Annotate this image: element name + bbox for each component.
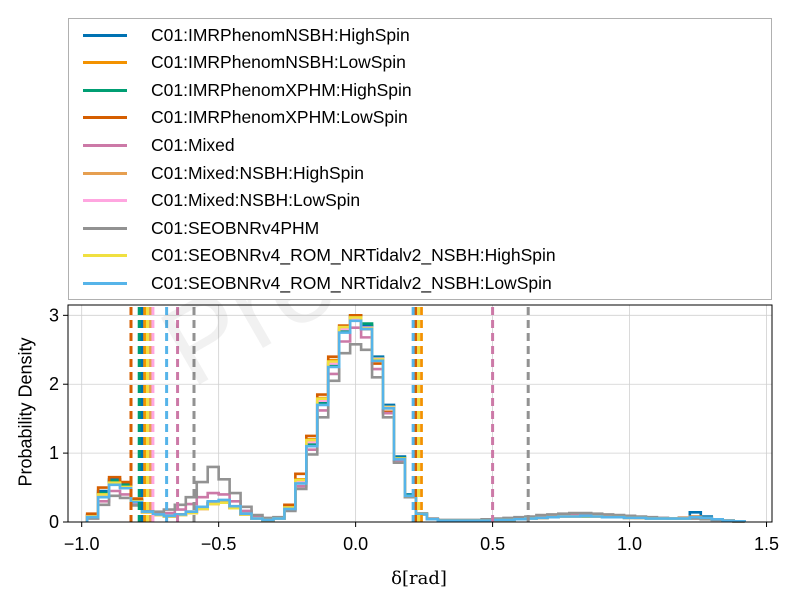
legend-swatch — [83, 226, 127, 230]
legend-swatch — [83, 88, 127, 92]
y-axis-label: Probability Density — [15, 337, 36, 487]
legend-swatch — [83, 143, 127, 147]
legend: C01:IMRPhenomNSBH:HighSpin C01:IMRPhenomN… — [68, 18, 772, 300]
axes-frame — [67, 304, 773, 523]
legend-entry-1: C01:IMRPhenomNSBH:HighSpin — [83, 21, 410, 49]
legend-entry-6: C01:Mixed:NSBH:HighSpin — [83, 159, 364, 187]
legend-entry-8: C01:SEOBNRv4PHM — [83, 214, 319, 242]
legend-label: C01:SEOBNRv4_ROM_NRTidalv2_NSBH:HighSpin — [151, 245, 556, 266]
histogram-series-8 — [85, 342, 746, 523]
x-tick-label: −1.0 — [64, 534, 100, 554]
axis-ticks: −1.0 −0.5 0.0 0.5 1.0 1.5 0 1 2 3 — [49, 305, 779, 554]
legend-swatch — [83, 199, 127, 203]
x-tick-label: −0.5 — [201, 534, 237, 554]
credible-interval-lines — [129, 307, 530, 522]
legend-entry-5: C01:Mixed — [83, 131, 235, 159]
legend-label: C01:SEOBNRv4PHM — [151, 217, 320, 238]
legend-label: C01:Mixed — [151, 134, 235, 155]
x-tick-label: 1.0 — [617, 534, 642, 554]
x-tick-label: 1.5 — [754, 534, 779, 554]
legend-label: C01:IMRPhenomXPHM:LowSpin — [151, 107, 408, 128]
legend-label: C01:IMRPhenomNSBH:HighSpin — [151, 24, 410, 45]
y-tick-label: 1 — [49, 443, 59, 463]
x-axis-label: δ[rad] — [391, 568, 447, 589]
legend-swatch — [83, 33, 127, 37]
legend-label: C01:SEOBNRv4_ROM_NRTidalv2_NSBH:LowSpin — [151, 272, 552, 293]
legend-entry-3: C01:IMRPhenomXPHM:HighSpin — [83, 76, 412, 104]
legend-label: C01:IMRPhenomNSBH:LowSpin — [151, 52, 406, 73]
legend-swatch — [83, 116, 127, 120]
x-tick-label: 0.5 — [480, 534, 505, 554]
y-tick-label: 0 — [49, 512, 59, 532]
legend-swatch — [83, 281, 127, 285]
y-tick-label: 2 — [49, 374, 59, 394]
histogram-series-10 — [85, 319, 746, 523]
legend-entry-2: C01:IMRPhenomNSBH:LowSpin — [83, 49, 406, 77]
legend-entry-10: C01:SEOBNRv4_ROM_NRTidalv2_NSBH:LowSpin — [83, 269, 552, 297]
legend-swatch — [83, 61, 127, 65]
legend-label: C01:Mixed:NSBH:HighSpin — [151, 162, 365, 183]
legend-swatch — [83, 171, 127, 175]
y-tick-label: 3 — [49, 305, 59, 325]
legend-label: C01:Mixed:NSBH:LowSpin — [151, 190, 361, 211]
legend-entry-9: C01:SEOBNRv4_ROM_NRTidalv2_NSBH:HighSpin — [83, 242, 556, 270]
histogram-series — [85, 314, 746, 523]
x-tick-label: 0.0 — [343, 534, 368, 554]
legend-label: C01:IMRPhenomXPHM:HighSpin — [151, 79, 412, 100]
legend-entry-4: C01:IMRPhenomXPHM:LowSpin — [83, 104, 408, 132]
legend-swatch — [83, 254, 127, 258]
legend-entry-7: C01:Mixed:NSBH:LowSpin — [83, 187, 360, 215]
